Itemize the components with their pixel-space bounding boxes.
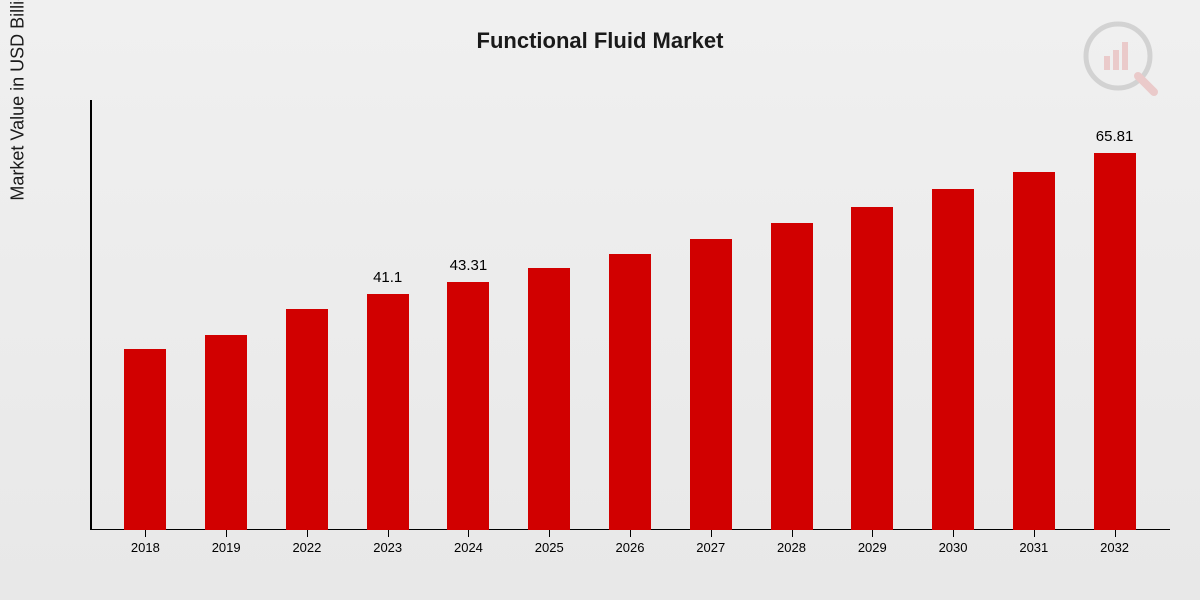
x-tick xyxy=(711,530,712,537)
bar xyxy=(205,335,247,530)
x-tick xyxy=(549,530,550,537)
x-axis-label: 2023 xyxy=(347,540,428,555)
bar-container: 41.143.31 65.81 xyxy=(90,100,1170,530)
x-tick xyxy=(1115,530,1116,537)
bar xyxy=(447,282,489,530)
bar xyxy=(528,268,570,530)
x-axis-label: 2032 xyxy=(1074,540,1155,555)
x-axis-label: 2029 xyxy=(832,540,913,555)
bar-slot xyxy=(509,100,590,530)
bar-slot xyxy=(913,100,994,530)
bar xyxy=(1013,172,1055,530)
chart-plot-area: 41.143.31 65.81 xyxy=(90,100,1170,530)
x-axis-label: 2025 xyxy=(509,540,590,555)
x-tick xyxy=(307,530,308,537)
x-axis-label: 2022 xyxy=(267,540,348,555)
x-tick xyxy=(1034,530,1035,537)
x-axis-label: 2019 xyxy=(186,540,267,555)
bar-value-label: 41.1 xyxy=(347,269,428,286)
bar xyxy=(932,189,974,530)
x-tick xyxy=(468,530,469,537)
x-axis-label: 2028 xyxy=(751,540,832,555)
x-tick xyxy=(145,530,146,537)
bar-slot xyxy=(751,100,832,530)
x-axis-label: 2026 xyxy=(590,540,671,555)
bar xyxy=(771,223,813,530)
bar-slot xyxy=(993,100,1074,530)
bar-slot xyxy=(105,100,186,530)
x-tick xyxy=(388,530,389,537)
bar xyxy=(1094,153,1136,530)
x-tick xyxy=(630,530,631,537)
bar-slot xyxy=(590,100,671,530)
x-axis-label: 2030 xyxy=(913,540,994,555)
x-axis-labels: 2018201920222023202420252026202720282029… xyxy=(90,540,1170,555)
bar-value-label: 43.31 xyxy=(428,257,509,274)
chart-title: Functional Fluid Market xyxy=(0,0,1200,54)
bar xyxy=(690,239,732,530)
bar-value-label: 65.81 xyxy=(1074,128,1155,145)
watermark-logo xyxy=(1080,18,1160,103)
bar-slot: 43.31 xyxy=(428,100,509,530)
x-axis-label: 2024 xyxy=(428,540,509,555)
bar-slot: 65.81 xyxy=(1074,100,1155,530)
x-tick xyxy=(953,530,954,537)
bar xyxy=(124,349,166,530)
bar-slot xyxy=(832,100,913,530)
bar xyxy=(609,254,651,530)
bar-slot: 41.1 xyxy=(347,100,428,530)
x-tick xyxy=(792,530,793,537)
bar-slot xyxy=(186,100,267,530)
x-tick xyxy=(226,530,227,537)
bar xyxy=(367,294,409,530)
x-tick xyxy=(872,530,873,537)
bar xyxy=(286,309,328,530)
x-axis-label: 2031 xyxy=(993,540,1074,555)
x-axis-label: 2018 xyxy=(105,540,186,555)
x-axis-label: 2027 xyxy=(670,540,751,555)
bar-slot xyxy=(267,100,348,530)
bar-slot xyxy=(670,100,751,530)
bar xyxy=(851,207,893,530)
y-axis-label: Market Value in USD Billion xyxy=(8,0,29,201)
